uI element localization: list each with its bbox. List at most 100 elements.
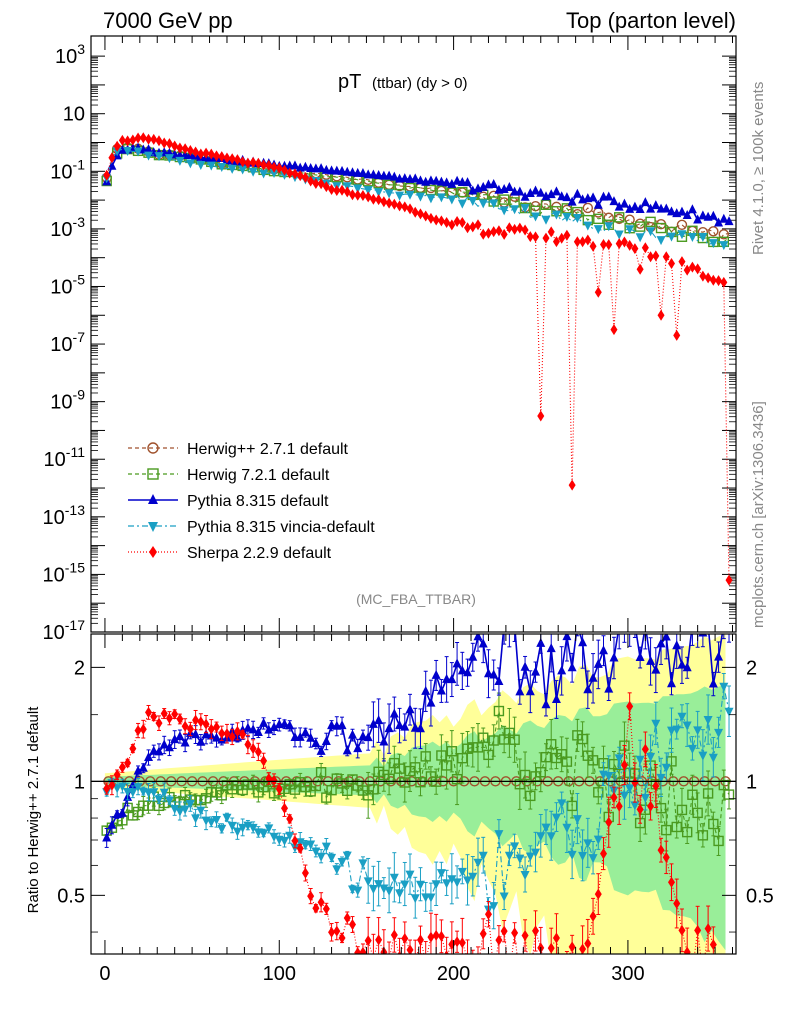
marker-vincia: [248, 167, 258, 177]
marker-sherpa: [589, 240, 597, 252]
ratio-marker-sherpa: [521, 929, 529, 941]
ratio-marker-sherpa: [218, 727, 226, 739]
ratio-marker-vincia: [196, 806, 206, 816]
ratio-marker-pythia: [494, 676, 504, 686]
marker-vincia: [719, 241, 729, 251]
ratio-marker-vincia: [238, 823, 248, 833]
ratio-marker-pythia: [656, 638, 666, 648]
ratio-marker-sherpa: [223, 728, 231, 740]
ratio-y-tick-label-right: 1: [746, 771, 757, 793]
marker-sherpa: [254, 157, 262, 169]
ratio-marker-sherpa: [124, 757, 132, 769]
ratio-marker-vincia: [504, 851, 514, 861]
ratio-marker-vincia: [185, 800, 195, 810]
ratio-marker-pythia: [253, 726, 263, 736]
ratio-marker-pythia: [677, 659, 687, 669]
ratio-marker-sherpa: [197, 716, 205, 728]
marker-sherpa: [615, 238, 623, 250]
marker-sherpa: [296, 170, 304, 182]
main-frame: [90, 35, 737, 633]
marker-herwig7: [634, 221, 646, 232]
y-tick-label: 10-3: [50, 214, 85, 241]
ratio-marker-herwig7: [326, 784, 337, 796]
marker-sherpa: [584, 234, 592, 246]
marker-sherpa: [474, 219, 482, 231]
ratio-marker-pythia: [358, 731, 368, 741]
legend-marker-pythia: [148, 494, 158, 504]
ratio-marker-pythia: [363, 732, 373, 742]
marker-vincia: [499, 206, 509, 216]
ratio-marker-pythia: [588, 672, 598, 682]
marker-sherpa: [605, 239, 613, 251]
ratio-marker-pythia: [384, 723, 394, 733]
marker-sherpa: [385, 197, 393, 209]
ratio-marker-vincia: [656, 773, 666, 783]
ratio-marker-vincia: [640, 793, 650, 803]
ratio-marker-vincia: [619, 791, 629, 801]
ratio-marker-pythia: [426, 697, 436, 707]
ratio-marker-herwig7: [206, 786, 217, 798]
ratio-marker-vincia: [405, 870, 415, 880]
marker-pythia: [431, 175, 441, 185]
ratio-marker-pythia: [212, 732, 222, 742]
marker-sherpa: [301, 171, 309, 183]
marker-pythia: [724, 216, 734, 226]
marker-pythia: [635, 203, 645, 213]
ratio-marker-vincia: [567, 850, 577, 860]
ratio-marker-vincia: [525, 852, 535, 862]
marker-sherpa: [181, 143, 189, 155]
marker-sherpa: [657, 309, 665, 321]
marker-sherpa: [715, 275, 723, 287]
ratio-marker-sherpa: [202, 718, 210, 730]
marker-sherpa: [192, 146, 200, 158]
marker-sherpa: [484, 227, 492, 239]
x-tick-label: 0: [99, 963, 110, 985]
marker-sherpa: [348, 189, 356, 201]
marker-vincia: [656, 236, 666, 246]
marker-sherpa: [437, 215, 445, 227]
ratio-marker-vincia: [672, 725, 682, 735]
ratio-marker-pythia: [342, 745, 352, 755]
marker-sherpa: [626, 239, 634, 251]
legend-item-herwig7: Herwig 7.2.1 default: [128, 467, 330, 484]
ratio-marker-pythia: [604, 683, 614, 693]
ratio-marker-pythia: [515, 686, 525, 696]
ratio-marker-vincia: [630, 801, 640, 811]
ratio-marker-sherpa: [171, 708, 179, 720]
marker-sherpa: [505, 222, 513, 234]
ratio-marker-herwig7: [415, 777, 426, 788]
ratio-marker-vincia: [646, 752, 656, 762]
marker-sherpa: [448, 219, 456, 231]
marker-sherpa: [223, 152, 231, 164]
marker-pythia: [384, 170, 394, 180]
ratio-marker-herwig7: [127, 810, 139, 821]
ratio-marker-sherpa: [579, 943, 587, 954]
marker-sherpa: [207, 148, 215, 160]
ratio-marker-herwig7: [462, 743, 473, 754]
marker-sherpa: [636, 263, 644, 275]
ratio-marker-pythia: [400, 721, 410, 731]
ratio-marker-pythia: [128, 779, 138, 789]
ratio-y-tick-label-right: 2: [746, 657, 757, 679]
marker-sherpa: [369, 193, 377, 205]
ratio-marker-sherpa: [532, 925, 540, 937]
marker-vincia: [353, 184, 363, 194]
marker-sherpa: [709, 274, 717, 286]
marker-vincia: [489, 199, 499, 209]
marker-sherpa: [495, 225, 503, 237]
ratio-marker-herwig7: [436, 750, 447, 761]
marker-vincia: [133, 147, 143, 157]
ratio-marker-sherpa: [495, 934, 503, 946]
ratio-marker-sherpa: [390, 929, 398, 941]
marker-pythia: [640, 197, 650, 207]
ratio-marker-sherpa: [704, 923, 712, 935]
ratio-marker-pythia: [107, 819, 117, 829]
legend-item-pythia: Pythia 8.315 default: [128, 493, 329, 510]
ratio-marker-pythia: [651, 664, 661, 674]
marker-sherpa: [532, 231, 540, 243]
ratio-marker-sherpa: [233, 725, 241, 737]
ratio-marker-sherpa: [186, 723, 194, 735]
ratio-marker-herwig7: [692, 807, 703, 819]
ratio-marker-vincia: [112, 784, 122, 794]
marker-sherpa: [176, 142, 184, 154]
